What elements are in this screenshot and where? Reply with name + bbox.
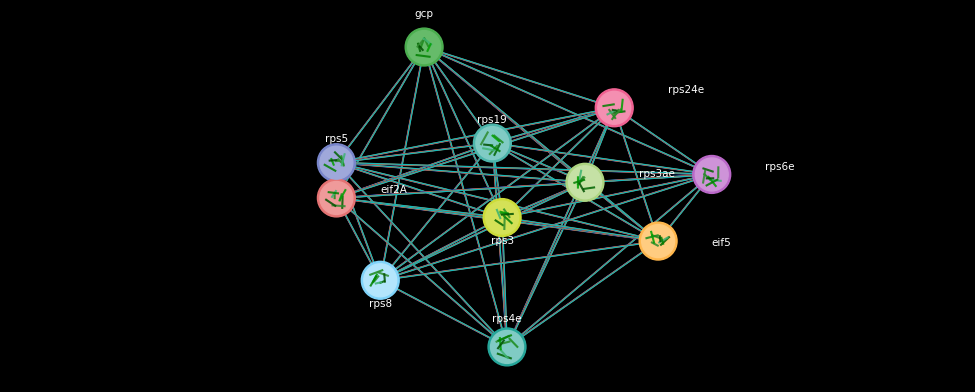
Ellipse shape: [318, 144, 355, 181]
Ellipse shape: [640, 222, 677, 260]
Text: rps6e: rps6e: [765, 162, 795, 172]
Ellipse shape: [320, 181, 353, 214]
Text: eif5: eif5: [712, 238, 731, 248]
Ellipse shape: [364, 264, 397, 297]
Text: eif2A: eif2A: [380, 185, 408, 195]
Ellipse shape: [642, 225, 675, 258]
Text: rps4e: rps4e: [492, 314, 522, 325]
Ellipse shape: [474, 124, 511, 162]
Ellipse shape: [484, 199, 521, 236]
Ellipse shape: [320, 146, 353, 179]
Ellipse shape: [488, 328, 526, 366]
Ellipse shape: [490, 330, 524, 363]
Text: rps3ae: rps3ae: [639, 169, 675, 180]
Ellipse shape: [596, 89, 633, 127]
Ellipse shape: [408, 31, 441, 64]
Ellipse shape: [318, 179, 355, 217]
Text: rps24e: rps24e: [668, 85, 704, 95]
Text: rps5: rps5: [325, 134, 348, 144]
Ellipse shape: [476, 127, 509, 160]
Ellipse shape: [406, 28, 443, 66]
Ellipse shape: [566, 163, 604, 201]
Text: gcp: gcp: [414, 9, 434, 19]
Text: rps19: rps19: [478, 114, 507, 125]
Ellipse shape: [598, 91, 631, 124]
Text: rps3: rps3: [490, 236, 514, 246]
Ellipse shape: [568, 166, 602, 199]
Text: rps8: rps8: [369, 299, 392, 309]
Ellipse shape: [362, 261, 399, 299]
Ellipse shape: [486, 201, 519, 234]
Ellipse shape: [693, 156, 730, 193]
Ellipse shape: [695, 158, 728, 191]
